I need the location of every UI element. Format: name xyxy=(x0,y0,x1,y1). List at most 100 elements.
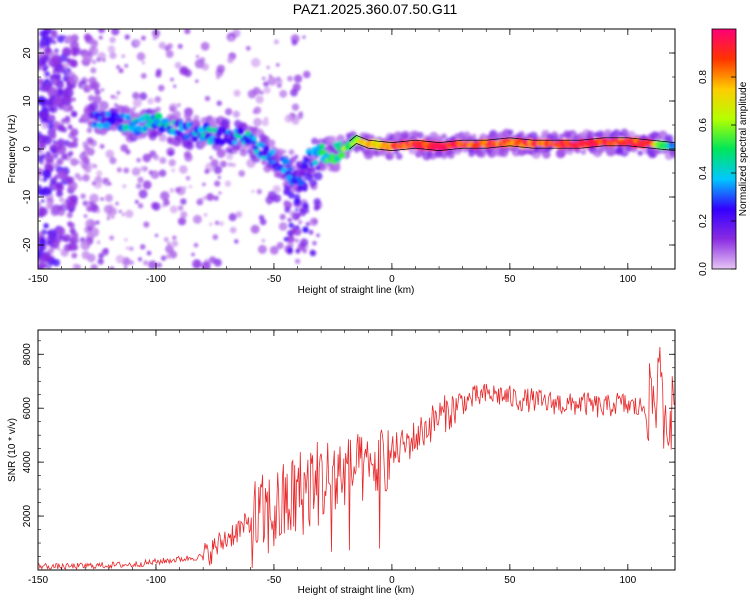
halo-blob xyxy=(395,152,403,160)
noise-blob xyxy=(134,199,139,204)
noise-blob xyxy=(49,132,57,140)
noise-blob xyxy=(294,258,301,264)
noise-blob xyxy=(291,39,298,46)
noise-blob xyxy=(103,204,113,214)
noise-blob xyxy=(213,195,219,201)
snr-axes: -150 -100 -50 0 50 100 2000 4000 6000 8000 xyxy=(22,330,676,586)
noise-blob xyxy=(171,240,179,247)
ridge-blob xyxy=(281,157,290,166)
spray-blob xyxy=(312,218,318,224)
noise-blob xyxy=(92,95,102,104)
noise-blob xyxy=(70,194,79,203)
noise-blob xyxy=(93,180,103,189)
noise-blob xyxy=(49,239,60,250)
noise-blob xyxy=(183,186,187,190)
spectrogram-ytick-label: 10 xyxy=(22,95,33,107)
halo-blob xyxy=(276,148,285,157)
noise-blob xyxy=(94,164,98,169)
noise-blob xyxy=(115,254,125,264)
noise-blob xyxy=(136,52,146,61)
noise-blob xyxy=(147,97,154,105)
spectrogram-xtick-label: -100 xyxy=(146,274,166,285)
noise-blob xyxy=(72,263,80,269)
noise-blob xyxy=(158,169,167,177)
noise-blob xyxy=(98,29,106,34)
ridge-blob xyxy=(197,126,205,134)
snr-ytick-label: 4000 xyxy=(22,451,33,474)
halo-blob xyxy=(99,100,109,111)
ridge-blob xyxy=(122,123,130,131)
noise-blob xyxy=(82,174,90,182)
noise-blob xyxy=(74,172,81,179)
noise-blob xyxy=(213,258,222,267)
spray-blob xyxy=(296,225,300,229)
spray-blob xyxy=(313,171,323,181)
spectrogram-xtick-label: 50 xyxy=(504,274,516,285)
noise-blob xyxy=(50,206,60,217)
halo-blob xyxy=(580,149,587,155)
ridge-blob xyxy=(337,141,343,146)
noise-blob xyxy=(110,94,115,99)
noise-blob xyxy=(81,250,91,260)
noise-blob xyxy=(251,189,255,193)
noise-blob xyxy=(255,95,264,104)
noise-blob xyxy=(87,225,93,232)
noise-blob xyxy=(257,244,267,254)
halo-blob xyxy=(216,148,222,154)
spray-blob xyxy=(293,193,301,201)
noise-blob xyxy=(51,32,58,40)
noise-blob xyxy=(261,238,266,243)
halo-blob xyxy=(200,141,206,148)
ridge-blob xyxy=(223,136,229,143)
spectrogram-ytick-label: -10 xyxy=(22,189,33,204)
spray-blob xyxy=(310,183,315,188)
noise-blob xyxy=(191,261,196,265)
noise-blob xyxy=(88,76,97,85)
snr-ytick-label: 8000 xyxy=(22,343,33,366)
noise-blob xyxy=(213,165,223,175)
noise-blob xyxy=(224,180,232,187)
noise-blob xyxy=(212,234,219,240)
spray-blob xyxy=(312,240,317,246)
ridge-blob xyxy=(183,133,191,141)
noise-blob xyxy=(83,87,89,93)
noise-blob xyxy=(169,205,178,214)
noise-blob xyxy=(189,185,193,189)
noise-blob xyxy=(52,120,60,128)
halo-blob xyxy=(401,130,410,140)
noise-blob xyxy=(284,114,293,123)
halo-blob xyxy=(461,135,469,143)
noise-blob xyxy=(224,108,233,116)
noise-blob xyxy=(106,213,112,218)
noise-blob xyxy=(141,61,145,65)
halo-blob xyxy=(637,150,644,156)
ridge-blob xyxy=(288,166,294,172)
noise-blob xyxy=(159,157,167,164)
noise-blob xyxy=(266,65,270,69)
noise-blob xyxy=(116,167,122,173)
spray-blob xyxy=(299,238,309,247)
noise-blob xyxy=(101,248,109,256)
halo-blob xyxy=(471,133,477,139)
noise-blob xyxy=(90,67,97,74)
noise-blob xyxy=(179,165,188,174)
ridge-outline-lower xyxy=(349,142,675,151)
noise-blob xyxy=(276,63,280,67)
noise-blob xyxy=(214,220,220,226)
noise-blob xyxy=(38,184,42,189)
noise-blob xyxy=(177,43,183,49)
noise-blob xyxy=(218,191,222,195)
colorbar: 0.0 0.2 0.4 0.6 0.8 Normalized spectral ampl… xyxy=(698,28,749,276)
noise-blob xyxy=(185,175,191,181)
noise-blob xyxy=(175,187,181,193)
noise-blob xyxy=(206,193,215,201)
noise-blob xyxy=(165,253,172,259)
noise-blob xyxy=(70,110,78,118)
ridge-blob xyxy=(301,162,309,170)
noise-blob xyxy=(49,177,57,185)
noise-blob xyxy=(67,141,74,149)
noise-blob xyxy=(137,176,144,183)
noise-blob xyxy=(173,84,177,88)
noise-blob xyxy=(216,64,225,74)
